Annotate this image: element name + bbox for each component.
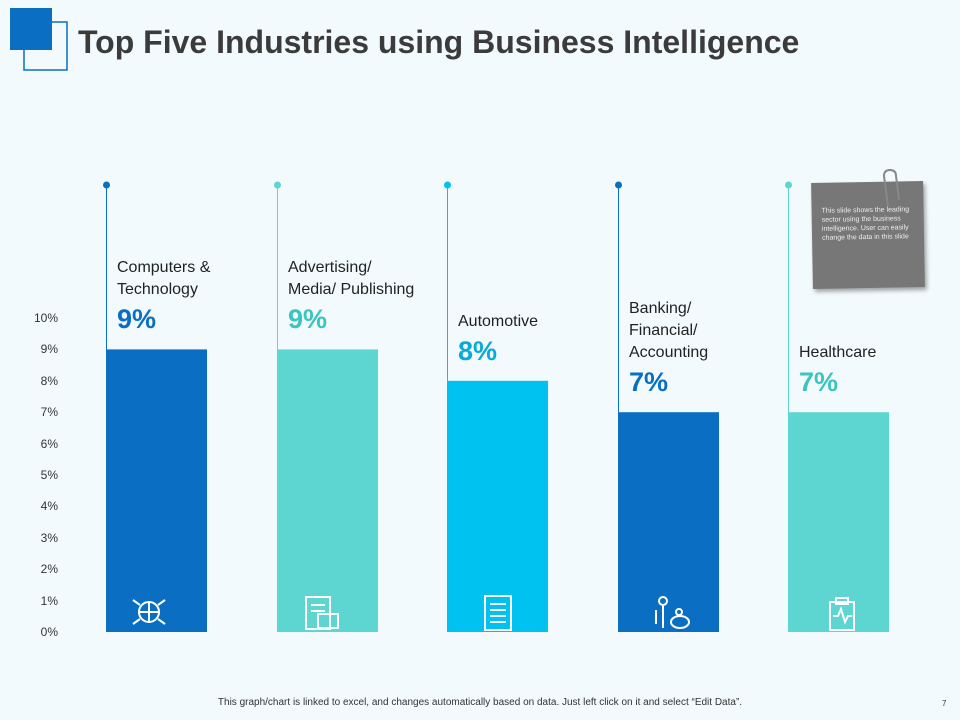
value-label: 9%: [288, 304, 328, 335]
sticky-note: This slide shows the leading sector usin…: [811, 181, 925, 289]
y-tick-label: 3%: [40, 530, 58, 545]
footer: This graph/chart is linked to excel, and…: [217, 697, 743, 708]
stem-dot: [444, 181, 451, 189]
y-tick-label: 0%: [40, 625, 58, 639]
y-tick-label: 6%: [40, 436, 58, 451]
bar-label: Automotive 8%: [458, 311, 538, 367]
category-label: Banking/ Financial/ Accounting: [629, 300, 709, 362]
icons: [132, 595, 855, 631]
bar: [447, 380, 548, 632]
y-tick-label: 5%: [40, 468, 58, 482]
value-label: 7%: [799, 367, 839, 398]
title-icon: [10, 8, 52, 50]
stem-dot: [785, 181, 792, 189]
value-label: 9%: [117, 304, 157, 335]
value-label: 8%: [458, 335, 498, 366]
stem-dot: [615, 181, 622, 189]
y-tick-label: 1%: [40, 593, 58, 608]
y-tick-label: 2%: [40, 562, 58, 577]
y-tick-label: 8%: [40, 373, 58, 388]
y-tick-label: 4%: [40, 499, 58, 514]
bar: [618, 412, 719, 632]
bar-label: Advertising/ Media/ Publishing 9%: [288, 257, 414, 335]
category-label: Advertising/ Media/ Publishing: [288, 259, 415, 299]
bar: [106, 349, 207, 632]
title: Top Five Industries using Business Intel…: [78, 24, 800, 60]
category-label: Automotive: [458, 312, 539, 330]
y-tick-label: 10%: [33, 311, 58, 325]
category-label: Healthcare: [799, 344, 877, 362]
paperclip: [882, 168, 900, 207]
y-tick-label: 7%: [40, 405, 58, 420]
y-tick-label: 9%: [40, 342, 58, 357]
bar-label: Banking/ Financial/ Accounting 7%: [629, 298, 708, 398]
category-label: Computers & Technology: [117, 259, 211, 299]
page-number: 7: [942, 699, 947, 708]
stem-dot: [103, 181, 110, 189]
stem-dot: [274, 181, 281, 189]
bar-label: Healthcare 7%: [799, 342, 876, 398]
bar: [277, 349, 378, 632]
title-icon-outline: [23, 21, 68, 71]
note-text: This slide shows the leading sector usin…: [821, 206, 910, 242]
value-label: 7%: [629, 367, 669, 398]
bar-label: Computers & Technology 9%: [117, 257, 210, 335]
bar: [788, 412, 889, 632]
